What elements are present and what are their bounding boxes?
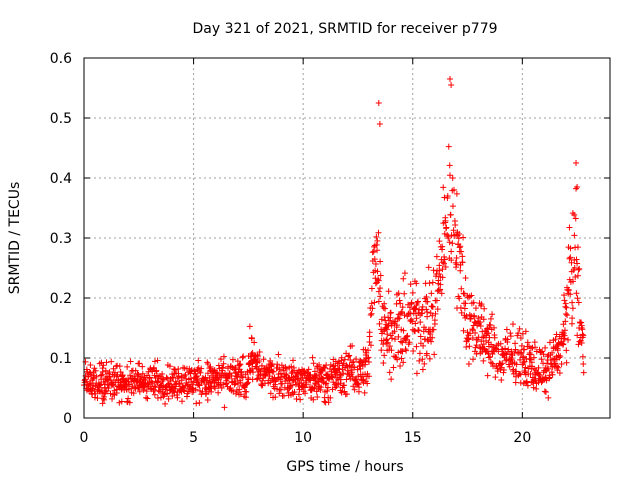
srmtid-scatter-chart: 0 5 10 15 20 0 0.1 0.2 0.3 0.4 0.5 0.6 Day 321 of 2… <box>0 0 640 480</box>
y-tick-label: 0.3 <box>50 231 72 247</box>
y-tick-label: 0.5 <box>50 111 72 127</box>
chart-background <box>0 0 640 480</box>
y-tick-label: 0.6 <box>50 51 72 67</box>
x-tick-label: 0 <box>80 430 89 446</box>
y-tick-label: 0.4 <box>50 171 72 187</box>
x-tick-label: 15 <box>404 430 422 446</box>
x-tick-label: 10 <box>294 430 312 446</box>
y-tick-label: 0 <box>63 411 72 427</box>
y-tick-label: 0.2 <box>50 291 72 307</box>
x-tick-label: 5 <box>189 430 198 446</box>
x-axis-label: GPS time / hours <box>286 459 403 475</box>
y-tick-label: 0.1 <box>50 351 72 367</box>
chart-title: Day 321 of 2021, SRMTID for receiver p77… <box>192 21 497 37</box>
x-tick-label: 20 <box>513 430 531 446</box>
y-axis-label: SRMTID / TECUs <box>7 182 23 295</box>
